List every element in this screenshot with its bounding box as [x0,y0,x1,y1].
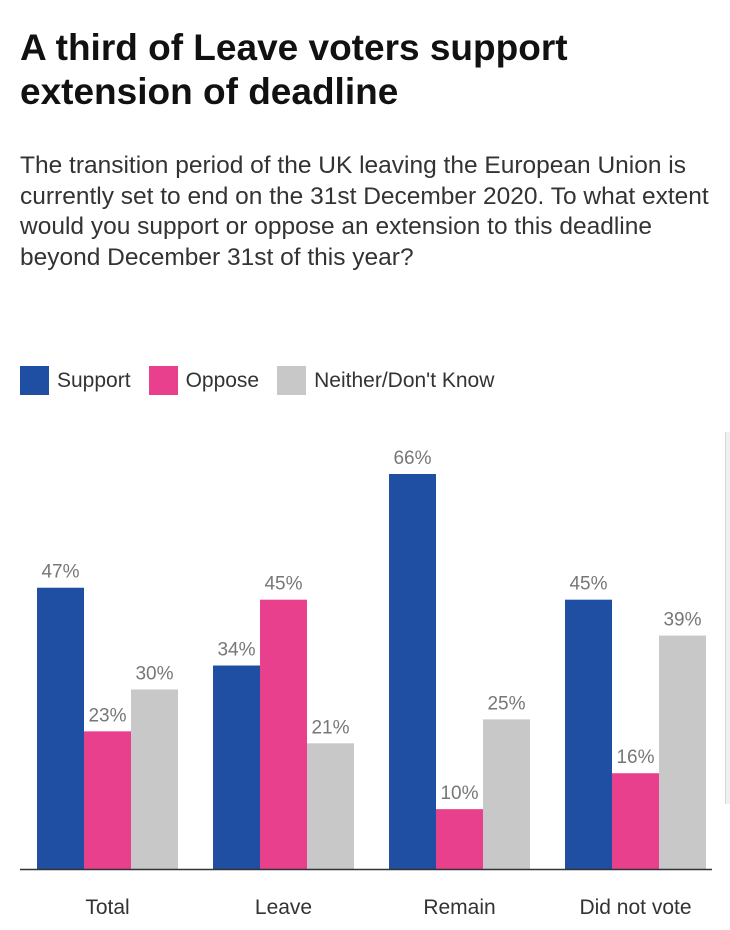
bar-neither [659,635,706,869]
x-tick-label: Leave [255,896,312,919]
data-label: 25% [487,693,525,714]
bar-support [213,665,260,869]
bar-neither [307,743,354,869]
legend: Support Oppose Neither/Don't Know [20,366,512,395]
x-tick-label: Total [85,896,129,919]
data-label: 45% [264,574,302,595]
data-label: 21% [311,717,349,738]
data-label: 16% [616,747,654,768]
x-tick-label: Remain [423,896,495,919]
legend-swatch-oppose [148,366,178,395]
data-label: 10% [440,783,478,804]
bar-oppose [612,773,659,869]
data-label: 34% [217,640,255,661]
bar-oppose [436,809,483,869]
bar-group: 45% 16% 39% [565,574,706,869]
legend-item-neither: Neither/Don't Know [277,366,494,395]
data-label: 39% [663,610,701,631]
bar-support [389,474,436,869]
legend-label-support: Support [57,368,131,392]
legend-item-oppose: Oppose [148,366,260,395]
chart-title: A third of Leave voters support extensio… [20,27,568,112]
bar-group: 34% 45% 21% [213,574,354,869]
bar-oppose [84,731,131,869]
bar-neither [483,719,530,869]
legend-label-oppose: Oppose [185,368,260,392]
bar-group: 66% 10% 25% [389,448,530,869]
bar-group: 47% 23% 30% [37,562,178,869]
bar-support [37,587,84,869]
legend-swatch-support [20,366,49,395]
bar-support [565,599,612,869]
legend-label-neither: Neither/Don't Know [314,368,495,392]
legend-swatch-neither [277,366,307,395]
data-label: 45% [569,574,607,595]
chart-subtitle: The transition period of the UK leaving … [20,152,709,271]
data-label: 30% [135,663,173,684]
legend-item-support: Support [20,366,131,395]
bar-neither [131,689,178,869]
bar-oppose [260,599,307,869]
data-label: 23% [88,705,126,726]
data-label: 66% [393,448,431,469]
x-tick-label: Did not vote [579,896,691,919]
data-label: 47% [41,562,79,583]
scroll-edge[interactable] [725,432,730,804]
